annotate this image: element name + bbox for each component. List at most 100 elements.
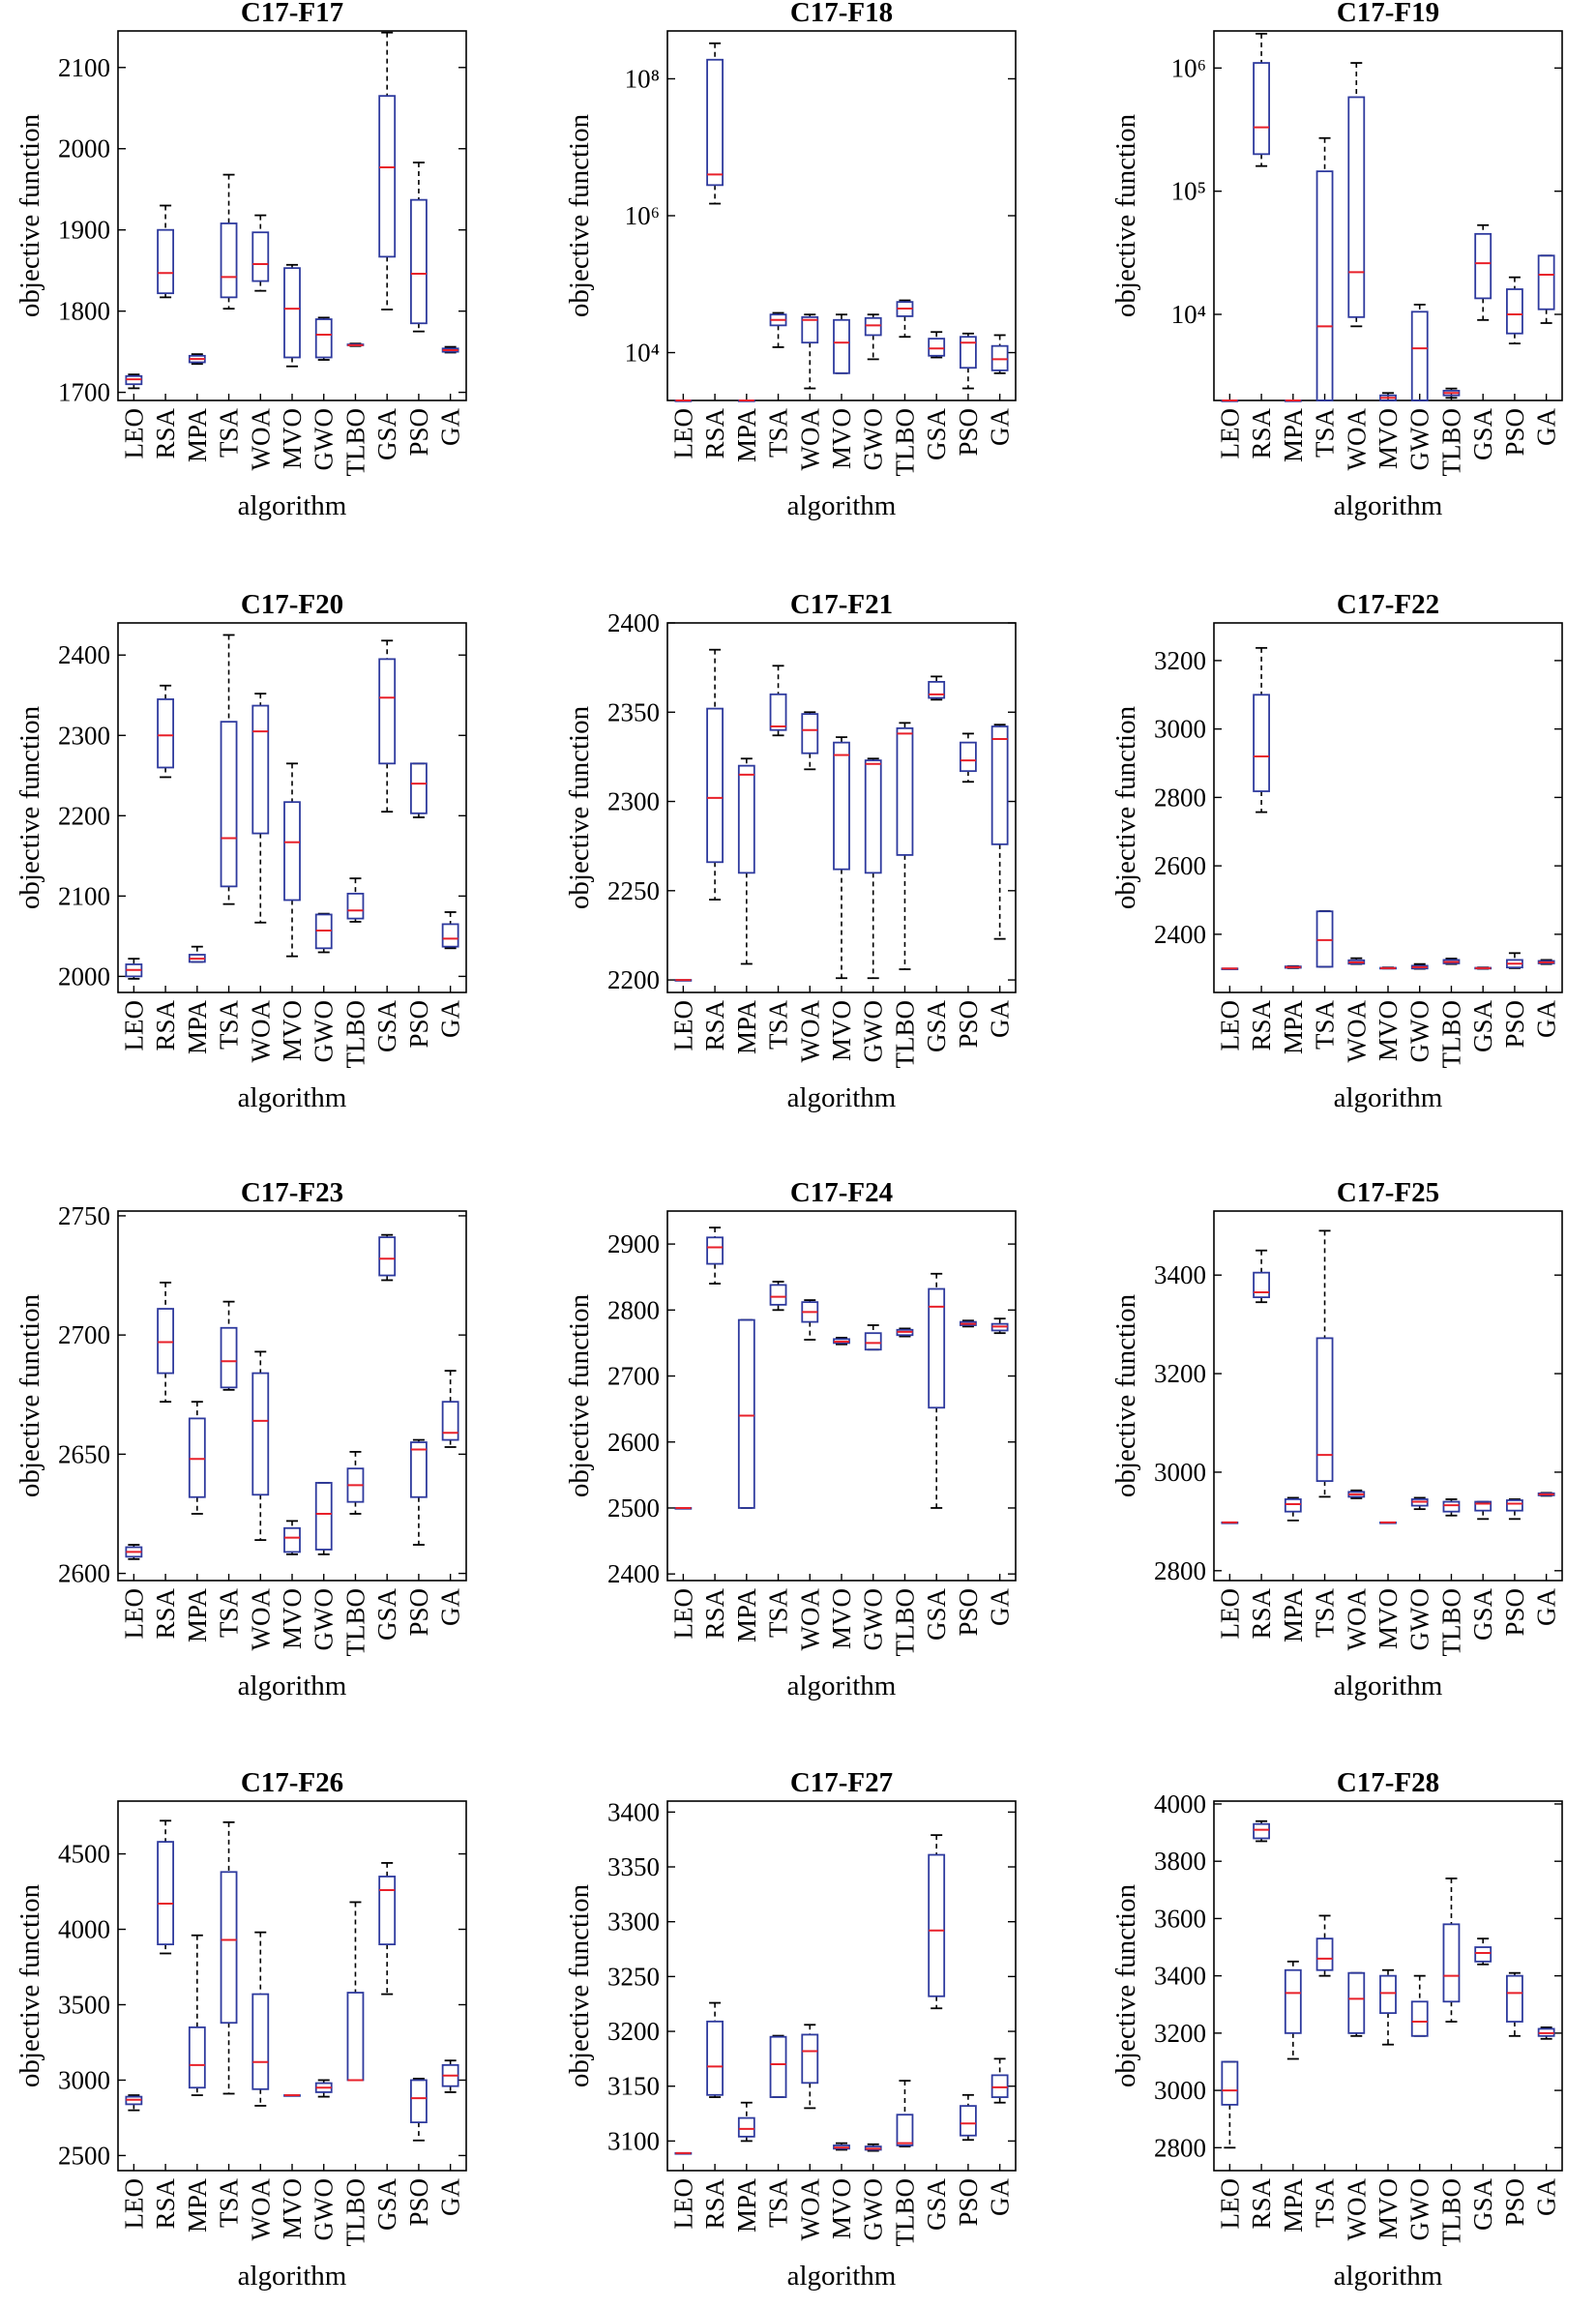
boxplot-gsa[interactable] bbox=[1474, 1937, 1493, 1966]
boxplot-tsa[interactable] bbox=[1315, 136, 1334, 401]
boxplot-mpa[interactable] bbox=[1284, 964, 1302, 969]
boxplot-woa[interactable] bbox=[251, 693, 270, 924]
boxplot-mpa[interactable] bbox=[188, 1934, 206, 2096]
boxplot-mpa[interactable] bbox=[737, 1318, 755, 1509]
boxplot-ga[interactable] bbox=[441, 1370, 459, 1448]
boxplot-rsa[interactable] bbox=[157, 684, 174, 779]
boxplot-gsa[interactable] bbox=[1474, 1500, 1493, 1521]
boxplot-gwo[interactable] bbox=[1410, 962, 1429, 970]
boxplot-gsa[interactable] bbox=[378, 31, 397, 311]
boxplot-gwo[interactable] bbox=[1410, 304, 1429, 401]
boxplot-pso[interactable] bbox=[960, 2093, 977, 2142]
boxplot-tsa[interactable] bbox=[769, 1281, 787, 1312]
boxplot-tlbo[interactable] bbox=[346, 342, 365, 347]
boxplot-mvo[interactable] bbox=[283, 1520, 301, 1555]
boxplot-leo[interactable] bbox=[1221, 399, 1239, 402]
boxplot-pso[interactable] bbox=[410, 762, 428, 818]
boxplot-mvo[interactable] bbox=[1379, 392, 1397, 401]
boxplot-ga[interactable] bbox=[990, 724, 1009, 940]
boxplot-woa[interactable] bbox=[1347, 1489, 1366, 1499]
boxplot-tsa[interactable] bbox=[1315, 1914, 1334, 1977]
boxplot-mvo[interactable] bbox=[833, 1337, 850, 1346]
boxplot-tlbo[interactable] bbox=[346, 1901, 365, 2082]
boxplot-ga[interactable] bbox=[990, 1317, 1009, 1335]
boxplot-gsa[interactable] bbox=[378, 1862, 397, 1996]
boxplot-rsa[interactable] bbox=[706, 42, 724, 205]
boxplot-mvo[interactable] bbox=[833, 2142, 850, 2151]
boxplot-mvo[interactable] bbox=[283, 263, 301, 368]
boxplot-rsa[interactable] bbox=[706, 2001, 724, 2098]
boxplot-tsa[interactable] bbox=[220, 634, 238, 905]
boxplot-gwo[interactable] bbox=[864, 313, 882, 361]
boxplot-pso[interactable] bbox=[1506, 1971, 1523, 2037]
boxplot-tsa[interactable] bbox=[220, 1820, 238, 2095]
boxplot-pso[interactable] bbox=[1506, 952, 1523, 969]
boxplot-gsa[interactable] bbox=[928, 331, 946, 359]
boxplot-leo[interactable] bbox=[674, 979, 693, 982]
boxplot-tlbo[interactable] bbox=[346, 1451, 365, 1515]
boxplot-gwo[interactable] bbox=[314, 1482, 333, 1555]
boxplot-mpa[interactable] bbox=[737, 399, 755, 402]
boxplot-woa[interactable] bbox=[801, 313, 819, 390]
boxplot-gwo[interactable] bbox=[864, 2143, 882, 2152]
boxplot-gsa[interactable] bbox=[928, 1272, 946, 1509]
boxplot-leo[interactable] bbox=[1221, 2060, 1239, 2149]
boxplot-rsa[interactable] bbox=[157, 204, 174, 299]
boxplot-gwo[interactable] bbox=[1410, 1974, 1429, 2037]
boxplot-gsa[interactable] bbox=[928, 1834, 946, 2010]
boxplot-mvo[interactable] bbox=[833, 736, 850, 980]
boxplot-leo[interactable] bbox=[674, 399, 693, 402]
boxplot-leo[interactable] bbox=[125, 2094, 143, 2112]
boxplot-pso[interactable] bbox=[1506, 276, 1523, 345]
boxplot-mvo[interactable] bbox=[833, 313, 850, 374]
boxplot-ga[interactable] bbox=[990, 334, 1009, 374]
boxplot-leo[interactable] bbox=[125, 1544, 143, 1560]
boxplot-gwo[interactable] bbox=[314, 2079, 333, 2098]
boxplot-tlbo[interactable] bbox=[1442, 958, 1461, 965]
boxplot-tsa[interactable] bbox=[769, 2034, 787, 2098]
boxplot-gwo[interactable] bbox=[314, 316, 333, 361]
boxplot-ga[interactable] bbox=[441, 911, 459, 950]
boxplot-mvo[interactable] bbox=[283, 2094, 301, 2097]
boxplot-mpa[interactable] bbox=[737, 2101, 755, 2143]
boxplot-tsa[interactable] bbox=[769, 665, 787, 737]
boxplot-gwo[interactable] bbox=[314, 912, 333, 954]
boxplot-rsa[interactable] bbox=[1253, 32, 1270, 167]
boxplot-mpa[interactable] bbox=[1284, 399, 1302, 402]
boxplot-pso[interactable] bbox=[410, 1438, 428, 1546]
boxplot-rsa[interactable] bbox=[1253, 646, 1270, 813]
boxplot-pso[interactable] bbox=[960, 732, 977, 784]
boxplot-woa[interactable] bbox=[801, 711, 819, 771]
boxplot-mpa[interactable] bbox=[188, 353, 206, 366]
boxplot-mpa[interactable] bbox=[1284, 1960, 1302, 2060]
boxplot-mpa[interactable] bbox=[737, 757, 755, 965]
boxplot-mpa[interactable] bbox=[188, 1401, 206, 1515]
boxplot-tlbo[interactable] bbox=[896, 722, 914, 970]
boxplot-tlbo[interactable] bbox=[1442, 1878, 1461, 2023]
boxplot-mpa[interactable] bbox=[188, 945, 206, 963]
boxplot-gwo[interactable] bbox=[864, 757, 882, 980]
boxplot-pso[interactable] bbox=[410, 162, 428, 333]
boxplot-pso[interactable] bbox=[1506, 1498, 1523, 1521]
boxplot-tsa[interactable] bbox=[769, 311, 787, 348]
boxplot-ga[interactable] bbox=[1537, 254, 1555, 324]
boxplot-gsa[interactable] bbox=[378, 1233, 397, 1282]
boxplot-mvo[interactable] bbox=[1379, 966, 1397, 970]
boxplot-ga[interactable] bbox=[441, 2059, 459, 2093]
boxplot-tlbo[interactable] bbox=[896, 299, 914, 339]
boxplot-mvo[interactable] bbox=[283, 762, 301, 958]
boxplot-rsa[interactable] bbox=[1253, 1249, 1270, 1304]
boxplot-woa[interactable] bbox=[1347, 62, 1366, 328]
boxplot-woa[interactable] bbox=[801, 2024, 819, 2110]
boxplot-rsa[interactable] bbox=[157, 1819, 174, 1955]
boxplot-gwo[interactable] bbox=[1410, 1496, 1429, 1511]
boxplot-tsa[interactable] bbox=[220, 1300, 238, 1391]
boxplot-ga[interactable] bbox=[1537, 959, 1555, 965]
boxplot-tlbo[interactable] bbox=[1442, 387, 1461, 399]
boxplot-woa[interactable] bbox=[1347, 957, 1366, 965]
boxplot-woa[interactable] bbox=[251, 214, 270, 292]
boxplot-tlbo[interactable] bbox=[1442, 1498, 1461, 1517]
boxplot-rsa[interactable] bbox=[157, 1282, 174, 1404]
boxplot-gwo[interactable] bbox=[864, 1324, 882, 1351]
boxplot-pso[interactable] bbox=[410, 2077, 428, 2142]
